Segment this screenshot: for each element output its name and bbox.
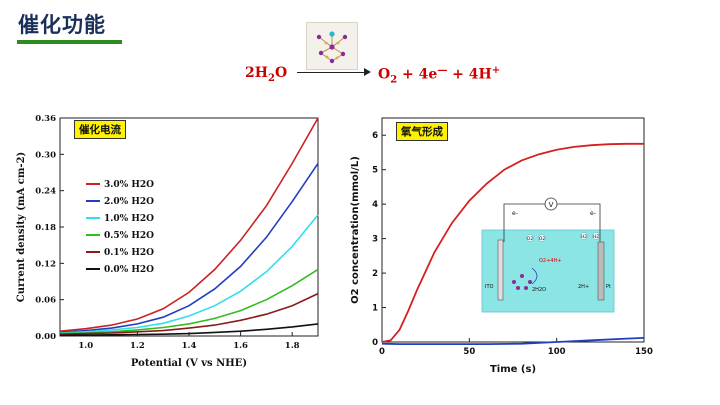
- catalytic-current-chart: 1.0 1.2 1.4 1.6 1.8 0.00 0.06 0.12 0.18 0.24 0.30 0…: [10, 112, 330, 382]
- legend-label: 1.0% H2O: [104, 214, 154, 224]
- y-tick-label: 0.18: [35, 223, 56, 233]
- series-line: [59, 117, 319, 332]
- voltmeter-icon: [544, 197, 558, 211]
- inset-label: O2: [527, 236, 534, 242]
- inset-label: O2: [539, 236, 546, 242]
- bubble-icon: [526, 234, 534, 242]
- plot-frame: [381, 117, 645, 343]
- inset-label: H2: [581, 234, 587, 240]
- x-tick-label: 50: [463, 347, 475, 357]
- series-line: [59, 268, 319, 335]
- ito-electrode: [497, 239, 504, 301]
- inset-label: H2: [593, 234, 599, 240]
- x-tick-label: 1.2: [130, 341, 145, 351]
- y-axis-label: Current density (mA cm-2): [16, 152, 27, 303]
- inset-label: V: [549, 201, 554, 209]
- x-tick-label: 1.4: [182, 341, 197, 351]
- catalyst-atom: [524, 286, 528, 290]
- catalyst-atom: [512, 280, 516, 284]
- inset-label: e-: [590, 210, 596, 217]
- catalyst-atom: [516, 286, 520, 290]
- series-line: [59, 214, 319, 334]
- y-tick-label: 0: [372, 338, 378, 348]
- legend-label: 0.1% H2O: [104, 248, 154, 258]
- inset-label: 2H+: [578, 284, 589, 290]
- y-tick-label: 4: [372, 200, 378, 210]
- y-tick-label: 0.36: [35, 114, 56, 124]
- x-tick-label: 1.0: [78, 341, 93, 351]
- y-tick-label: 0.12: [35, 259, 56, 269]
- x-tick-label: 1.8: [285, 341, 300, 351]
- x-tick-label: 150: [635, 347, 653, 357]
- panel-tag-oxygen: 氧气形成: [396, 122, 448, 141]
- catalyst-atom: [520, 274, 524, 278]
- inset-label: e-: [512, 210, 518, 217]
- inset-arrow: [531, 267, 538, 285]
- y-tick-label: 5: [372, 166, 378, 176]
- x-tick-label: 100: [548, 347, 566, 357]
- y-tick-label: 6: [372, 131, 378, 141]
- catalyst-atom: [528, 280, 532, 284]
- legend-label: 2.0% H2O: [104, 197, 154, 207]
- electrochemical-cell-icon: Ve-e- O2 O2 H2 H2 O2+4H+ 2H2O 2H+ ITO Pt: [481, 197, 615, 313]
- inset-label: ITO: [485, 284, 494, 290]
- inset-label: 2H2O: [532, 287, 546, 293]
- inset-label: Pt: [606, 284, 611, 290]
- molecule-structure-icon: [306, 22, 358, 70]
- y-tick-label: 3: [372, 235, 378, 245]
- reaction-arrow-icon: [297, 68, 371, 76]
- equation-right: O2 + 4e— + 4H+: [378, 65, 501, 86]
- panel-tag-current: 催化电流: [74, 120, 126, 139]
- y-tick-label: 0.06: [35, 296, 56, 306]
- reaction-equation: 2H2O O2 + 4e— + 4H+: [0, 59, 720, 86]
- legend-label: 3.0% H2O: [104, 180, 154, 190]
- title-underline: [17, 40, 122, 44]
- bubble-icon: [580, 232, 588, 240]
- y-tick-label: 0.30: [35, 150, 56, 160]
- pt-electrode: [597, 241, 605, 301]
- series-line: [381, 142, 644, 343]
- x-tick-label: 1.6: [233, 341, 248, 351]
- page-title: 催化功能: [18, 13, 106, 37]
- series-line: [59, 323, 319, 337]
- legend-label: 0.0% H2O: [104, 265, 154, 275]
- x-tick-label: 0: [379, 347, 385, 357]
- oxygen-formation-chart: 0 50 100 150 0 1 2 3 4 5 6 Time (s) O2 concentration…: [346, 112, 666, 382]
- y-tick-label: 2: [372, 269, 378, 279]
- series-line: [59, 292, 319, 335]
- chart-catalytic-current-svg: 1.0 1.2 1.4 1.6 1.8 0.00 0.06 0.12 0.18 0.24 0.30 0…: [16, 114, 319, 369]
- bubble-icon: [592, 232, 600, 240]
- y-tick-label: 1: [372, 304, 378, 314]
- inset-cell: [481, 229, 615, 313]
- bubble-icon: [538, 234, 546, 242]
- x-axis-label: Time (s): [490, 364, 536, 375]
- inset-label: O2+4H+: [539, 258, 561, 264]
- series-line: [59, 162, 319, 334]
- series-line: [381, 337, 645, 345]
- x-axis-label: Potential (V vs NHE): [131, 358, 247, 369]
- chart-oxygen-formation-svg: 0 50 100 150 0 1 2 3 4 5 6 Time (s) O2 concentration…: [350, 117, 653, 375]
- y-axis-label: O2 concentration(mmol/L): [350, 156, 361, 304]
- plot-frame: [59, 117, 319, 337]
- y-tick-label: 0.00: [35, 332, 56, 342]
- legend-label: 0.5% H2O: [104, 231, 154, 241]
- y-tick-label: 0.24: [35, 187, 56, 197]
- equation-left: 2H2O: [245, 65, 288, 84]
